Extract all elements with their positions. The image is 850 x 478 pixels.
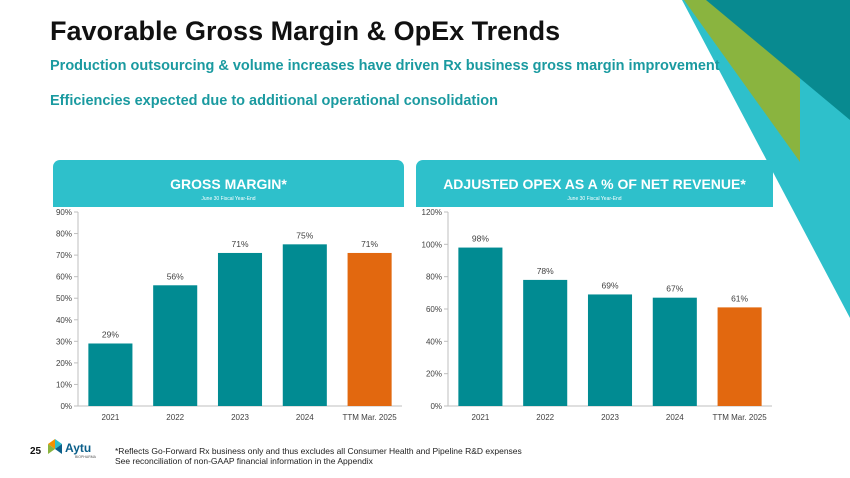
y-tick-label: 20% — [56, 359, 72, 368]
page-title: Favorable Gross Margin & OpEx Trends — [50, 16, 561, 46]
bar-2024 — [282, 244, 327, 406]
y-tick-label: 30% — [56, 337, 72, 346]
y-tick-label: 40% — [426, 337, 442, 346]
data-label: 56% — [167, 271, 184, 281]
y-tick-label: 10% — [56, 380, 72, 389]
logo-subtext: BIOPHARMA — [75, 455, 97, 459]
opex-subtitle: June 30 Fiscal Year-End — [567, 196, 622, 202]
gross-margin-chart: 0% 10% 20% 30% 40% 50% 60% 70% 80% 90% 29% 2021 56% 2… — [56, 208, 402, 422]
bar-2023 — [217, 252, 263, 406]
y-tick-label: 60% — [426, 305, 442, 314]
bar-2022 — [153, 285, 198, 406]
data-label: 69% — [601, 280, 618, 290]
y-tick-label: 90% — [56, 208, 72, 217]
x-tick-label: 2024 — [296, 413, 314, 422]
y-tick-label: 60% — [56, 273, 72, 282]
gross-margin-title: GROSS MARGIN* — [170, 176, 287, 192]
page-number: 25 — [30, 446, 42, 457]
bar-2021 — [458, 247, 503, 406]
data-label: 78% — [537, 266, 554, 276]
x-tick-label: 2023 — [231, 413, 249, 422]
y-tick-label: 80% — [426, 273, 442, 282]
data-label: 98% — [472, 234, 489, 244]
data-label: 71% — [231, 239, 248, 249]
y-tick-label: 40% — [56, 316, 72, 325]
y-tick-label: 0% — [430, 402, 442, 411]
bar-ttm-mar-2025 — [347, 252, 392, 406]
bar-2023 — [587, 294, 633, 406]
x-tick-label: 2023 — [601, 413, 619, 422]
data-label: 75% — [296, 230, 313, 240]
y-tick-label: 0% — [60, 402, 72, 411]
subtitle-efficiencies: Efficiencies expected due to additional … — [50, 93, 498, 109]
x-tick-label: 2022 — [166, 413, 184, 422]
x-tick-label: 2021 — [102, 413, 120, 422]
x-tick-label: TTM Mar. 2025 — [342, 413, 397, 422]
gross-margin-header: GROSS MARGIN* June 30 Fiscal Year-End — [53, 160, 404, 207]
footnote-2: See reconciliation of non-GAAP financial… — [115, 456, 373, 466]
data-label: 61% — [731, 293, 748, 303]
footnote-1: *Reflects Go-Forward Rx business only an… — [115, 446, 522, 456]
y-tick-label: 120% — [422, 208, 442, 217]
bar-2021 — [88, 343, 133, 406]
data-label: 29% — [102, 329, 119, 339]
y-tick-label: 80% — [56, 230, 72, 239]
y-tick-label: 100% — [422, 240, 442, 249]
data-label: 67% — [666, 284, 683, 294]
bar-ttm-mar-2025 — [717, 307, 762, 406]
x-tick-label: 2022 — [536, 413, 554, 422]
logo-text: Aytu — [65, 441, 91, 455]
bar-2022 — [523, 279, 568, 406]
data-label: 71% — [361, 239, 378, 249]
y-tick-label: 20% — [426, 370, 442, 379]
opex-header: ADJUSTED OPEX AS A % OF NET REVENUE* Jun… — [416, 160, 773, 207]
y-tick-label: 50% — [56, 294, 72, 303]
subtitle-outsourcing: Production outsourcing & volume increase… — [50, 58, 720, 74]
x-tick-label: 2021 — [472, 413, 490, 422]
footnotes: *Reflects Go-Forward Rx business only an… — [115, 446, 522, 466]
x-tick-label: TTM Mar. 2025 — [712, 413, 767, 422]
opex-chart: 0% 20% 40% 60% 80% 100% 120% 98% 2021 78% 2022 69% 2… — [422, 208, 772, 422]
gross-margin-subtitle: June 30 Fiscal Year-End — [201, 196, 256, 202]
bar-2024 — [652, 297, 697, 406]
aytu-logo: Aytu BIOPHARMA — [48, 439, 97, 459]
y-tick-label: 70% — [56, 251, 72, 260]
opex-title: ADJUSTED OPEX AS A % OF NET REVENUE* — [443, 176, 746, 192]
x-tick-label: 2024 — [666, 413, 684, 422]
